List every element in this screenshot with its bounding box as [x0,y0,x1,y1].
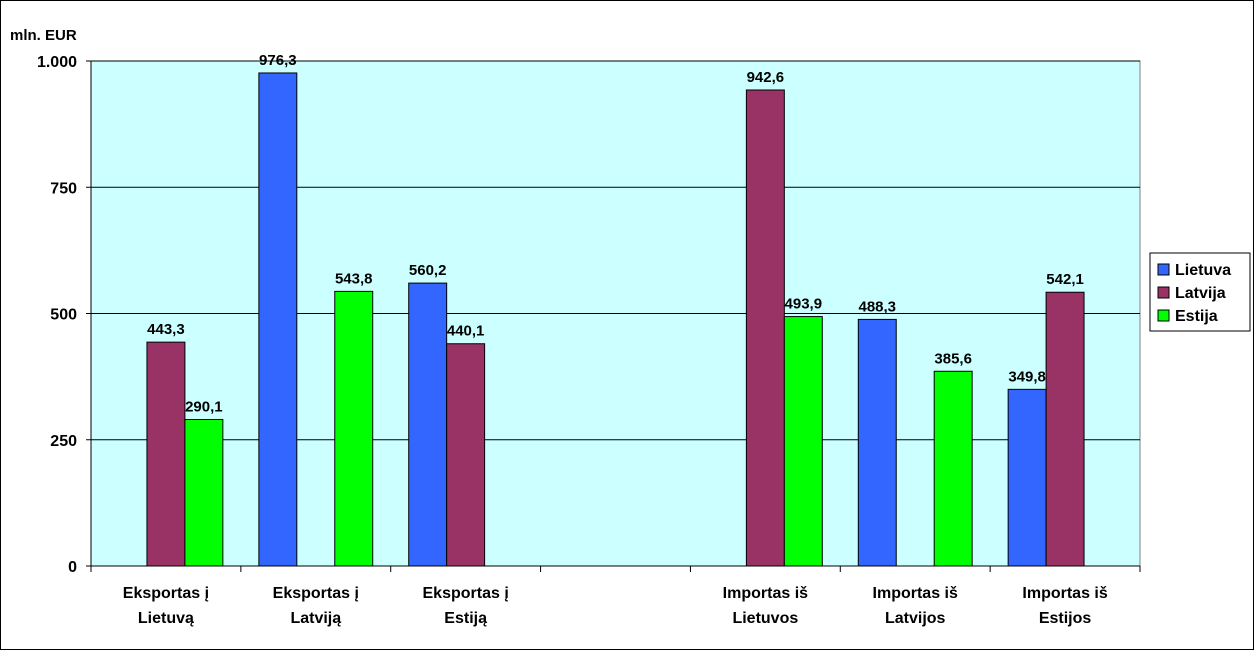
bar-estija-0 [184,418,224,567]
data-labels: 976,3 560,2 488,3 349,8 443,3 440,1 942,6 542,1… [147,52,1084,416]
legend-swatch-estija [1157,309,1170,322]
data-label: 560,2 [409,262,447,279]
data-label: 349,8 [1008,368,1046,385]
bar-estija-1 [334,290,374,567]
data-label: 493,9 [785,296,823,313]
bar-estija-4 [783,316,823,567]
data-label: 543,8 [335,270,373,287]
bar-lietuva-1 [258,72,298,567]
bars [146,72,1085,567]
x-tick-label: Lietuvos [732,610,798,627]
legend: Lietuva Latvija Estija [1149,252,1251,332]
legend-swatch-latvija [1157,286,1170,299]
axes: 0 250 500 750 1.000 Eksportas į Lietuvą Eksport… [37,54,1141,627]
data-label: 542,1 [1046,271,1084,288]
x-tick-label: Latviją [290,610,341,627]
legend-swatch-lietuva [1157,263,1170,276]
data-label: 290,1 [185,398,223,415]
legend-label-lietuva: Lietuva [1175,262,1231,279]
x-tick-label: Estijos [1039,610,1092,627]
x-tick-label: Eksportas į [423,585,509,602]
bar-lietuva-2 [408,282,448,567]
data-label: 385,6 [934,350,972,367]
bar-lietuva-6 [1007,388,1047,567]
data-label: 440,1 [447,323,485,340]
y-tick-label: 1.000 [37,54,77,71]
x-tick-label: Importas iš [1022,585,1107,602]
data-label: 488,3 [858,298,896,315]
legend-label-latvija: Latvija [1175,285,1226,302]
y-tick-label: 750 [50,180,77,197]
x-tick-label: Latvijos [885,610,946,627]
bar-latvija-0 [146,341,186,567]
bar-latvija-4 [745,89,785,567]
y-tick-label: 0 [68,559,77,576]
x-tick-label: Eksportas į [123,585,209,602]
x-tick-label: Importas iš [723,585,808,602]
y-tick-label: 500 [50,307,77,324]
y-tick-label: 250 [50,433,77,450]
data-label: 443,3 [147,321,185,338]
data-label: 976,3 [259,52,297,69]
x-tick-label: Eksportas į [273,585,359,602]
bar-lietuva-5 [857,318,897,567]
bar-latvija-2 [446,343,486,567]
legend-label-estija: Estija [1175,308,1218,325]
data-label: 942,6 [747,69,785,86]
x-tick-label: Lietuvą [138,610,194,627]
x-tick-label: Importas iš [873,585,958,602]
x-tick-label: Estiją [444,610,487,627]
bar-latvija-6 [1045,291,1085,567]
y-axis-unit-label: mln. EUR [10,27,77,44]
bar-estija-5 [933,370,973,567]
